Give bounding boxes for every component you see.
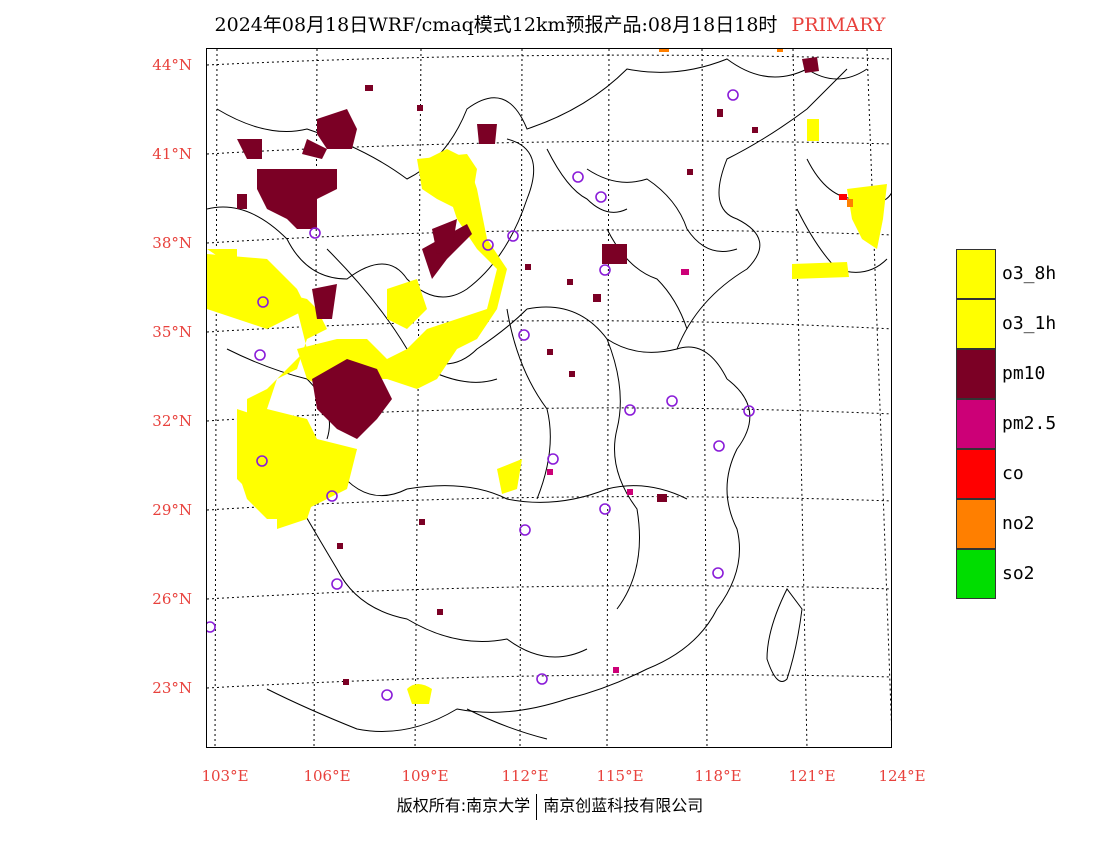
- legend-swatch: [956, 249, 996, 299]
- legend-label: pm10: [1002, 363, 1046, 384]
- lon-label-109: 109°E: [401, 767, 449, 785]
- scattered-cells: [337, 49, 853, 685]
- primary-tag: PRIMARY: [791, 14, 886, 36]
- legend-swatch: [956, 499, 996, 549]
- copyright-footer: 版权所有:南京大学 南京创蓝科技有限公司: [0, 792, 1100, 820]
- lon-label-115: 115°E: [596, 767, 644, 785]
- lon-label-106: 106°E: [303, 767, 351, 785]
- station-markers: [207, 89, 755, 701]
- lon-label-121: 121°E: [788, 767, 836, 785]
- footer-divider: [536, 793, 538, 820]
- lon-label-124: 124°E: [878, 767, 926, 785]
- map-title: 2024年08月18日WRF/cmaq模式12km预报产品:08月18日18时 P…: [0, 10, 1100, 37]
- legend: o3_8h o3_1h pm10 pm2.5 co no2 so2: [956, 249, 1096, 599]
- copyright-company: 南京创蓝科技有限公司: [543, 796, 704, 815]
- legend-label: so2: [1002, 563, 1035, 584]
- lat-label-38: 38°N: [152, 234, 192, 252]
- lat-label-44: 44°N: [152, 56, 192, 74]
- lat-label-41: 41°N: [152, 145, 192, 163]
- legend-item-o3-1h: o3_1h: [956, 299, 1096, 349]
- lon-label-103: 103°E: [201, 767, 249, 785]
- lat-label-35: 35°N: [152, 323, 192, 341]
- title-text: 2024年08月18日WRF/cmaq模式12km预报产品:08月18日18时: [214, 14, 778, 36]
- legend-swatch: [956, 349, 996, 399]
- lat-label-29: 29°N: [152, 501, 192, 519]
- boundaries: [207, 58, 891, 740]
- legend-item-no2: no2: [956, 499, 1096, 549]
- lat-label-32: 32°N: [152, 412, 192, 430]
- lon-label-118: 118°E: [694, 767, 742, 785]
- legend-item-so2: so2: [956, 549, 1096, 599]
- legend-item-co: co: [956, 449, 1096, 499]
- legend-swatch: [956, 549, 996, 599]
- legend-label: o3_8h: [1002, 263, 1057, 284]
- lat-label-26: 26°N: [152, 590, 192, 608]
- legend-swatch: [956, 299, 996, 349]
- legend-item-o3-8h: o3_8h: [956, 249, 1096, 299]
- legend-label: pm2.5: [1002, 413, 1057, 434]
- legend-item-pm2-5: pm2.5: [956, 399, 1096, 449]
- legend-item-pm10: pm10: [956, 349, 1096, 399]
- pm10-regions: [237, 57, 819, 439]
- legend-swatch: [956, 449, 996, 499]
- legend-label: o3_1h: [1002, 313, 1057, 334]
- legend-label: co: [1002, 463, 1024, 484]
- legend-swatch: [956, 399, 996, 449]
- lat-label-23: 23°N: [152, 679, 192, 697]
- map-area[interactable]: [206, 48, 892, 748]
- map-svg: [207, 49, 891, 747]
- legend-label: no2: [1002, 513, 1035, 534]
- copyright-owner: 版权所有:南京大学: [396, 796, 531, 815]
- lon-label-112: 112°E: [501, 767, 549, 785]
